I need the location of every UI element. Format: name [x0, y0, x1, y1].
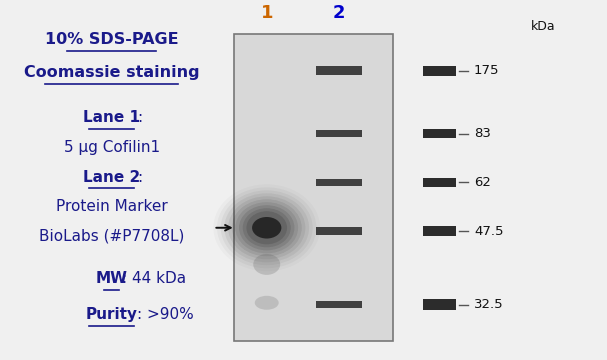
- Text: MW: MW: [96, 271, 127, 286]
- Ellipse shape: [236, 202, 298, 253]
- Bar: [423, 129, 456, 139]
- Text: 175: 175: [474, 64, 500, 77]
- Ellipse shape: [228, 196, 305, 259]
- Bar: [316, 228, 362, 235]
- Ellipse shape: [252, 217, 282, 239]
- Bar: [234, 34, 393, 341]
- Text: 32.5: 32.5: [474, 298, 504, 311]
- Ellipse shape: [253, 254, 280, 275]
- Text: Purity: Purity: [86, 307, 138, 323]
- Text: 47.5: 47.5: [474, 225, 503, 238]
- Text: Coomassie staining: Coomassie staining: [24, 65, 200, 80]
- Text: 62: 62: [474, 176, 491, 189]
- Text: : 44 kDa: : 44 kDa: [122, 271, 186, 286]
- Ellipse shape: [239, 205, 294, 250]
- Bar: [423, 66, 456, 76]
- Text: Lane 1: Lane 1: [83, 111, 140, 125]
- Bar: [316, 301, 362, 309]
- Bar: [316, 66, 362, 75]
- Ellipse shape: [255, 296, 279, 310]
- Ellipse shape: [232, 199, 302, 256]
- Text: BioLabs (#P7708L): BioLabs (#P7708L): [39, 229, 185, 244]
- Text: 10% SDS-PAGE: 10% SDS-PAGE: [45, 32, 178, 47]
- Text: 83: 83: [474, 127, 491, 140]
- Text: : >90%: : >90%: [137, 307, 194, 323]
- Ellipse shape: [243, 208, 291, 247]
- Bar: [423, 226, 456, 237]
- Text: 1: 1: [261, 4, 274, 22]
- Text: :: :: [137, 111, 142, 125]
- Bar: [316, 179, 362, 185]
- Text: 2: 2: [333, 4, 345, 22]
- Bar: [423, 299, 456, 310]
- Ellipse shape: [246, 211, 287, 244]
- Text: :: :: [137, 170, 142, 185]
- Ellipse shape: [225, 193, 309, 262]
- Text: Protein Marker: Protein Marker: [56, 199, 168, 214]
- Text: 5 μg Cofilin1: 5 μg Cofilin1: [64, 140, 160, 155]
- Bar: [423, 178, 456, 187]
- Text: kDa: kDa: [531, 20, 555, 33]
- Text: Lane 2: Lane 2: [83, 170, 140, 185]
- Bar: [316, 130, 362, 137]
